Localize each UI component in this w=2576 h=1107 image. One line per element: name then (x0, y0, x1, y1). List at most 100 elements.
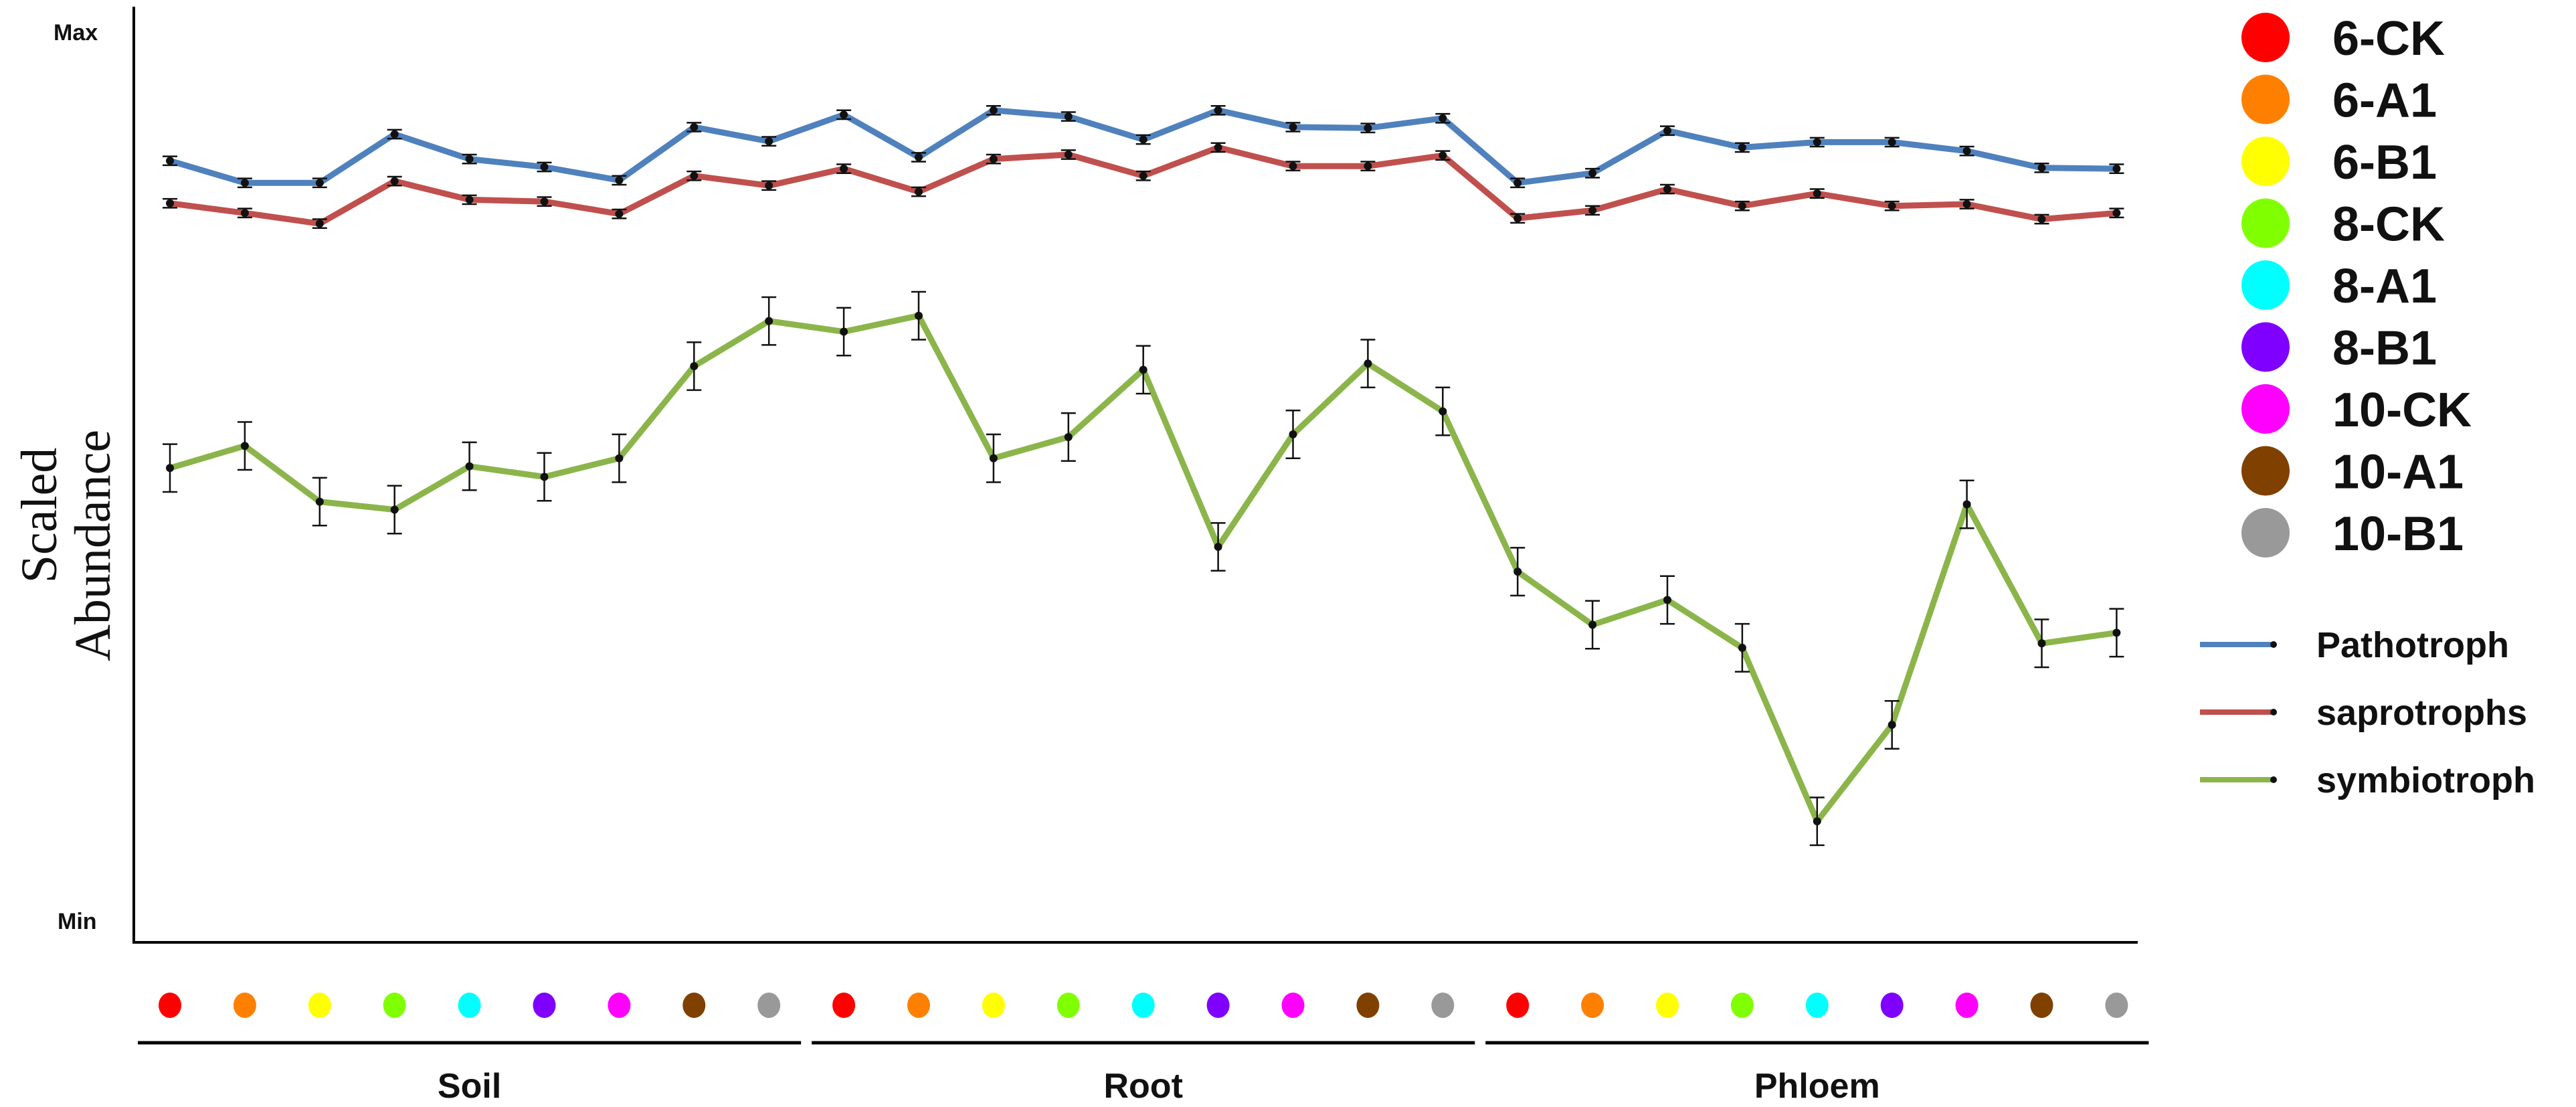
data-point (1513, 214, 1522, 223)
data-point (240, 442, 249, 450)
legend-sample-6-ck: 6-CK (2241, 12, 2445, 66)
data-point (1214, 106, 1222, 114)
legend-samples: 6-CK 6-A1 6-B1 8-CK 8-A1 8-B1 10-CK 10-A1 10-B1 (2241, 12, 2472, 561)
data-point (315, 179, 324, 187)
legend-label: 6-CK (2332, 12, 2445, 66)
sample-dot-6-b1 (1656, 993, 1679, 1018)
data-point (840, 165, 848, 173)
data-point (540, 473, 549, 481)
sample-dot-10-ck (1281, 993, 1305, 1018)
sample-dot-6-b1 (308, 993, 331, 1018)
data-point (915, 311, 923, 320)
sample-dot-8-ck (1056, 993, 1080, 1018)
legend-series: Pathotroph saprotrophs symbiotroph (2200, 625, 2535, 800)
data-point (390, 177, 399, 185)
sample-dot-6-ck (159, 993, 181, 1018)
data-point (765, 137, 773, 146)
data-point (1439, 407, 1447, 416)
data-point (2112, 165, 2121, 173)
legend-label: 8-B1 (2332, 322, 2437, 375)
sample-dot-10-b1 (1431, 993, 1455, 1018)
series-pathotroph (163, 104, 2124, 189)
group-brackets: Soil Root Phloem (138, 1041, 2149, 1106)
data-point (1888, 720, 1896, 729)
data-point (1962, 147, 1971, 155)
y-tick-max: Max (54, 20, 98, 46)
sample-dot-10-b1 (757, 993, 781, 1018)
sample-dot-8-a1 (1131, 993, 1155, 1018)
sample-dot-10-a1 (1356, 993, 1380, 1018)
legend-label: saprotrophs (2316, 693, 2527, 733)
data-point (690, 171, 699, 180)
sample-dot-10-ck (608, 993, 631, 1018)
data-point (1962, 200, 1971, 209)
y-axis-label-line-1: Scaled (11, 448, 68, 584)
data-point (1588, 206, 1597, 215)
sample-dot-8-b1 (1206, 993, 1230, 1018)
data-point (765, 317, 773, 325)
data-point (1064, 150, 1073, 159)
data-point (1513, 179, 1522, 187)
data-point (1289, 122, 1297, 131)
data-point (765, 181, 773, 190)
sample-dot-row (159, 993, 2128, 1018)
data-point (1289, 162, 1297, 171)
data-point (166, 157, 174, 165)
data-point (166, 464, 174, 473)
legend-point (2270, 641, 2277, 648)
group-label-root: Root (1103, 1067, 1182, 1106)
data-point (1139, 365, 1147, 374)
legend-series-symbiotroph: symbiotroph (2200, 760, 2535, 800)
data-point (615, 454, 624, 462)
legend-sample-10-a1: 10-A1 (2241, 446, 2464, 499)
sample-dot-6-a1 (907, 993, 930, 1018)
sample-dot-8-b1 (533, 993, 556, 1018)
data-point (390, 505, 399, 514)
legend-label: 10-B1 (2332, 507, 2464, 561)
data-point (1813, 817, 1821, 826)
legend-label: Pathotroph (2316, 625, 2509, 665)
legend-sample-8-b1: 8-B1 (2241, 322, 2437, 375)
data-point (1214, 143, 1222, 152)
sample-dot-8-ck (383, 993, 406, 1018)
sample-dot-10-ck (1955, 993, 1979, 1018)
legend-sample-8-ck: 8-CK (2241, 198, 2445, 252)
data-point (465, 462, 474, 471)
data-point (989, 106, 998, 114)
series-layer (163, 104, 2124, 847)
legend-marker (2241, 13, 2290, 62)
legend-marker (2241, 384, 2290, 434)
sample-dot-8-ck (1730, 993, 1754, 1018)
data-point (1439, 114, 1447, 122)
data-point (240, 209, 249, 218)
y-axis-label-line-2: Abundance (65, 430, 121, 661)
data-point (1064, 432, 1073, 441)
series-symbiotroph (163, 290, 2124, 847)
legend-label: 10-A1 (2332, 446, 2464, 499)
y-axis-label: Scaled Abundance (11, 430, 121, 661)
data-point (915, 153, 923, 161)
sample-dot-6-a1 (233, 993, 256, 1018)
legend-marker (2241, 322, 2290, 372)
data-point (1139, 135, 1147, 144)
data-point (1364, 162, 1372, 171)
data-point (540, 163, 549, 171)
data-point (166, 199, 174, 207)
group-label-phloem: Phloem (1754, 1067, 1880, 1106)
data-point (1364, 359, 1372, 368)
group-label-soil: Soil (438, 1067, 501, 1106)
legend-marker (2241, 508, 2290, 558)
legend-label: 6-B1 (2332, 136, 2437, 189)
sample-dot-6-ck (1506, 993, 1530, 1018)
legend-marker (2241, 198, 2290, 248)
legend-sample-6-a1: 6-A1 (2241, 74, 2437, 128)
legend-marker (2241, 260, 2290, 310)
legend-label: 10-CK (2332, 384, 2472, 437)
legend-series-saprotrophs: saprotrophs (2200, 693, 2527, 733)
axes: Max Min (54, 7, 2138, 944)
data-point (1663, 185, 1671, 193)
series-saprotrophs (163, 142, 2124, 230)
data-point (1214, 543, 1222, 551)
data-point (540, 197, 549, 206)
